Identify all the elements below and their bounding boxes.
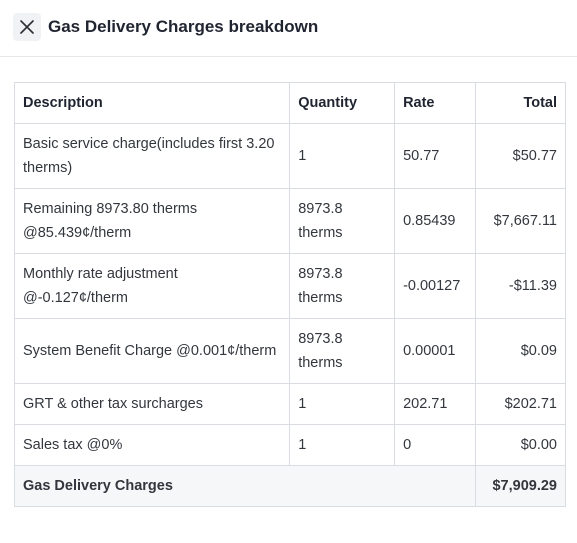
row-description: GRT & other tax surcharges [13,383,291,425]
row-rate: 0.00001 [394,318,477,384]
row-quantity: 8973.8 therms [289,253,396,319]
row-total: $202.71 [475,383,566,425]
table-header-row: Description Quantity Rate Total [13,82,566,124]
row-quantity: 8973.8 therms [289,188,396,254]
table-row: System Benefit Charge @0.001¢/therm 8973… [13,318,566,384]
row-rate: 0.85439 [394,188,477,254]
dialog-title: Gas Delivery Charges breakdown [48,17,319,36]
row-total: $50.77 [475,123,566,189]
charges-table: Description Quantity Rate Total Basic se… [13,82,566,507]
row-quantity: 8973.8 therms [289,318,396,384]
table-row: GRT & other tax surcharges 1 202.71 $202… [13,383,566,425]
column-header-rate: Rate [394,82,477,124]
column-header-description: Description [13,82,291,124]
row-description: Basic service charge(includes first 3.20… [13,123,291,189]
row-description: Sales tax @0% [13,424,291,466]
row-rate: 50.77 [394,123,477,189]
table-row: Remaining 8973.80 therms @85.439¢/therm … [13,188,566,254]
row-description: Monthly rate adjustment @-0.127¢/therm [13,253,291,319]
footer-total: $7,909.29 [475,465,566,507]
row-total: $0.09 [475,318,566,384]
close-icon [20,20,34,34]
row-description: Remaining 8973.80 therms @85.439¢/therm [13,188,291,254]
row-total: -$11.39 [475,253,566,319]
row-rate: -0.00127 [394,253,477,319]
column-header-quantity: Quantity [289,82,396,124]
row-quantity: 1 [289,123,396,189]
row-quantity: 1 [289,383,396,425]
table-row: Basic service charge(includes first 3.20… [13,123,566,189]
row-description: System Benefit Charge @0.001¢/therm [13,318,291,384]
table-footer-row: Gas Delivery Charges $7,909.29 [13,465,566,507]
dialog-header: Gas Delivery Charges breakdown [0,0,577,57]
row-quantity: 1 [289,424,396,466]
row-total: $7,667.11 [475,188,566,254]
close-button[interactable] [13,13,41,41]
footer-label: Gas Delivery Charges [13,465,477,507]
row-rate: 0 [394,424,477,466]
table-row: Monthly rate adjustment @-0.127¢/therm 8… [13,253,566,319]
table-row: Sales tax @0% 1 0 $0.00 [13,424,566,466]
column-header-total: Total [475,82,566,124]
row-rate: 202.71 [394,383,477,425]
row-total: $0.00 [475,424,566,466]
